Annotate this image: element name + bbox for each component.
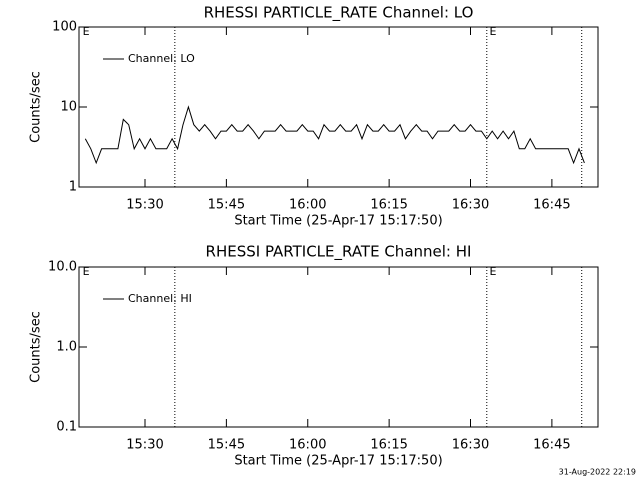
x-tick-label: 16:45 <box>533 438 570 453</box>
chart-title: RHESSI PARTICLE_RATE Channel: LO <box>204 4 474 23</box>
y-axis-label: Counts/sec <box>29 71 44 143</box>
plot-frame <box>78 26 599 188</box>
y-tick-label: 1.0 <box>56 340 77 355</box>
x-axis-label: Start Time (25-Apr-17 15:17:50) <box>234 214 442 229</box>
x-tick-label: 16:00 <box>289 438 326 453</box>
y-tick-label: 100 <box>52 20 77 35</box>
x-tick-label: 16:30 <box>452 198 489 213</box>
data-line <box>84 105 585 165</box>
legend-label: Channel: LO <box>128 52 195 65</box>
y-axis-label: Counts/sec <box>29 311 44 383</box>
x-tick-label: 16:15 <box>370 438 407 453</box>
annotation: E <box>83 25 90 38</box>
annotation: E <box>83 265 90 278</box>
x-tick-label: 16:15 <box>370 198 407 213</box>
y-tick-label: 0.1 <box>56 420 77 435</box>
plot-frame <box>78 266 599 428</box>
y-tick-label: 1 <box>69 180 77 195</box>
annotation: E <box>489 265 496 278</box>
x-axis-label: Start Time (25-Apr-17 15:17:50) <box>234 454 442 469</box>
legend-label: Channel: HI <box>128 292 192 305</box>
x-tick-label: 16:30 <box>452 438 489 453</box>
y-tick-label: 10 <box>60 100 77 115</box>
x-tick-label: 15:30 <box>126 438 163 453</box>
x-tick-label: 16:45 <box>533 198 570 213</box>
chart-title: RHESSI PARTICLE_RATE Channel: HI <box>206 243 472 262</box>
x-tick-label: 15:45 <box>208 438 245 453</box>
annotation: E <box>489 25 496 38</box>
x-tick-label: 15:45 <box>208 198 245 213</box>
y-tick-label: 10.0 <box>48 260 77 275</box>
x-tick-label: 15:30 <box>126 198 163 213</box>
x-tick-label: 16:00 <box>289 198 326 213</box>
timestamp: 31-Aug-2022 22:19 <box>559 468 636 477</box>
